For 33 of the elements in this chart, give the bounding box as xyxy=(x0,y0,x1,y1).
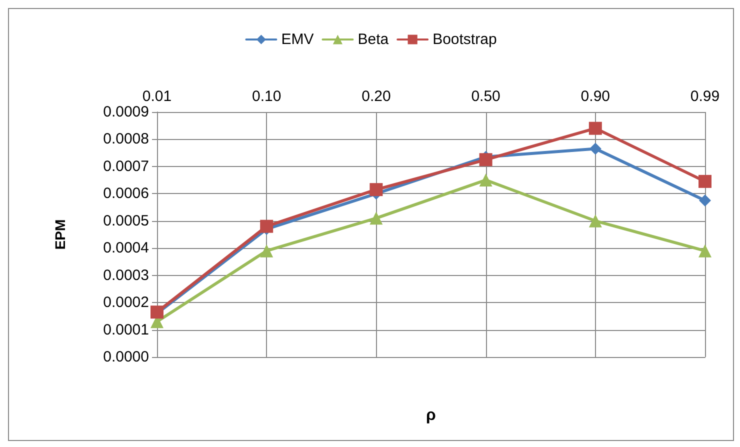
point xyxy=(698,244,712,258)
point xyxy=(260,220,274,233)
point xyxy=(370,212,383,225)
point xyxy=(479,174,492,187)
y-axis-title: EPM xyxy=(52,219,68,250)
point xyxy=(370,183,383,196)
point xyxy=(699,194,711,206)
x-tick-label: 0.01 xyxy=(142,88,172,105)
x-axis-title: ρ xyxy=(425,407,437,425)
y-tick-label: 0.0002 xyxy=(103,294,149,312)
point xyxy=(260,244,274,258)
y-tick-label: 0.0004 xyxy=(103,240,149,257)
point xyxy=(588,214,602,228)
x-tick-label: 0.90 xyxy=(580,88,610,105)
point xyxy=(588,122,602,135)
point xyxy=(479,153,492,166)
y-tick-label: 0.0000 xyxy=(103,348,149,366)
y-tick-label: 0.0009 xyxy=(103,104,149,120)
y-tick-label: 0.0008 xyxy=(103,130,149,148)
legend-label: Beta xyxy=(358,31,390,48)
y-tick-label: 0.0003 xyxy=(103,266,149,284)
legend-label: EMV xyxy=(281,31,314,48)
y-tick-label: 0.0007 xyxy=(103,158,149,175)
x-tick-label: 0.10 xyxy=(252,88,282,105)
point xyxy=(698,174,712,188)
y-tick-label: 0.0006 xyxy=(103,185,149,202)
x-tick-label: 0.99 xyxy=(690,88,720,105)
x-tick-label: 0.20 xyxy=(362,88,391,105)
point xyxy=(589,142,602,155)
y-tick-label: 0.0001 xyxy=(103,321,149,338)
x-tick-label: 0.50 xyxy=(471,88,500,105)
y-tick-label: 0.0005 xyxy=(103,212,149,230)
legend-label: Bootstrap xyxy=(432,31,497,48)
